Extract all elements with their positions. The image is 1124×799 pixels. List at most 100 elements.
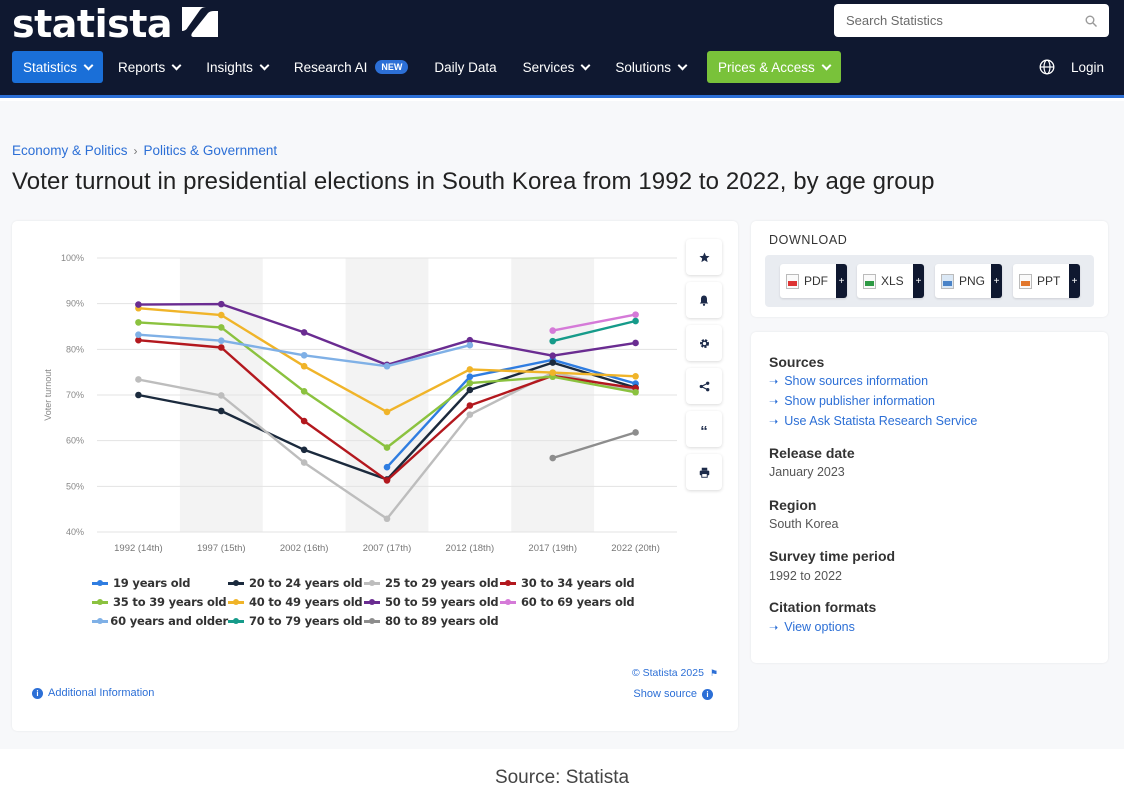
show-sources-link[interactable]: ➝ Show sources information	[769, 374, 928, 388]
print-icon	[699, 467, 709, 478]
data-point-20-to-24-years-old	[549, 359, 557, 366]
show-source-link[interactable]: Show source i	[633, 688, 718, 700]
download-png-button[interactable]: PNG +	[935, 264, 1002, 298]
legend-marker	[228, 578, 244, 588]
show-publisher-link[interactable]: ➝ Show publisher information	[769, 394, 935, 408]
nav-insights[interactable]: Insights	[195, 51, 279, 83]
login-link[interactable]: Login	[1070, 59, 1104, 75]
legend-label: 60 years and older	[110, 614, 228, 628]
show-sources-text: Show sources information	[784, 374, 929, 388]
legend-item-19-years-old[interactable]: 19 years old	[92, 576, 228, 590]
y-tick-label: 70%	[66, 390, 84, 400]
statista-logo[interactable]: statista	[12, 2, 219, 46]
data-point-40-to-49-years-old	[549, 369, 557, 376]
new-badge: NEW	[375, 60, 409, 74]
series-line-80-to-89-years-old	[552, 431, 636, 460]
download-xls-button[interactable]: XLS +	[857, 264, 924, 298]
data-point-40-to-49-years-old	[217, 311, 225, 319]
region-heading: Region	[769, 497, 817, 513]
citation-formats-heading: Citation formats	[769, 599, 877, 615]
png-file-icon	[941, 273, 954, 289]
nav-statistics-label: Statistics	[23, 59, 78, 75]
data-point-19-years-old	[466, 373, 474, 381]
nav-statistics[interactable]: Statistics	[12, 51, 104, 83]
data-point-30-to-34-years-old	[466, 402, 474, 409]
legend-item-80-to-89-years-old[interactable]: 80 to 89 years old	[364, 614, 500, 628]
legend-item-50-to-59-years-old[interactable]: 50 to 59 years old	[364, 595, 500, 609]
plus-icon: +	[991, 264, 1002, 298]
legend-marker	[92, 578, 108, 588]
breadcrumb-politics-government[interactable]: Politics & Government	[143, 143, 278, 158]
data-point-80-to-89-years-old	[632, 429, 639, 436]
cite-button[interactable]: “	[686, 411, 722, 447]
legend-item-20-to-24-years-old[interactable]: 20 to 24 years old	[228, 576, 364, 590]
search-icon[interactable]	[1085, 15, 1097, 27]
legend-label: 20 to 24 years old	[249, 576, 363, 590]
search-input[interactable]	[846, 13, 1085, 28]
statista-copyright[interactable]: © Statista 2025 ⚑	[632, 667, 718, 679]
notification-button[interactable]	[686, 282, 722, 318]
chevron-down-icon	[821, 60, 832, 70]
download-pdf-button[interactable]: PDF +	[780, 264, 847, 298]
data-point-25-to-29-years-old	[383, 515, 391, 523]
legend-item-60-years-and-older[interactable]: 60 years and older	[92, 614, 228, 628]
data-point-20-to-24-years-old	[466, 386, 474, 394]
data-point-50-to-59-years-old	[632, 339, 639, 347]
nav-daily-data-label: Daily Data	[434, 59, 497, 75]
flag-icon: ⚑	[709, 667, 718, 678]
download-card: DOWNLOAD PDF + XLS + PNG + PPT +	[751, 221, 1108, 317]
release-date-heading: Release date	[769, 445, 855, 461]
globe-icon[interactable]	[1039, 59, 1055, 75]
y-tick-label: 100%	[61, 253, 84, 263]
data-point-40-to-49-years-old	[466, 366, 474, 373]
data-point-60-years-and-older	[383, 362, 391, 370]
breadcrumb-economy-politics[interactable]: Economy & Politics	[12, 143, 128, 158]
data-point-35-to-39-years-old	[217, 324, 225, 331]
legend-item-40-to-49-years-old[interactable]: 40 to 49 years old	[228, 595, 364, 609]
share-button[interactable]	[686, 368, 722, 404]
x-tick-label: 2022 (20th)	[611, 543, 660, 554]
data-point-50-to-59-years-old	[217, 300, 225, 308]
nav-services[interactable]: Services	[512, 51, 601, 83]
legend-item-60-to-69-years-old[interactable]: 60 to 69 years old	[500, 595, 636, 609]
y-tick-label: 60%	[66, 436, 84, 446]
page-title: Voter turnout in presidential elections …	[12, 168, 935, 195]
view-options-link[interactable]: ➝ View options	[769, 620, 855, 634]
legend-item-30-to-34-years-old[interactable]: 30 to 34 years old	[500, 576, 636, 590]
chevron-down-icon	[677, 60, 688, 70]
favorite-button[interactable]	[686, 239, 722, 275]
download-ppt-button[interactable]: PPT +	[1013, 264, 1080, 298]
nav-research-ai[interactable]: Research AI NEW	[283, 51, 420, 83]
chart-toolbar: “	[686, 239, 722, 497]
data-point-50-to-59-years-old	[300, 329, 308, 336]
nav-reports[interactable]: Reports	[107, 51, 191, 83]
sources-heading: Sources	[769, 354, 825, 370]
breadcrumb: Economy & Politics › Politics & Governme…	[12, 143, 277, 158]
nav-prices-access[interactable]: Prices & Access	[706, 51, 841, 83]
copyright-text: © Statista 2025	[631, 667, 704, 679]
ask-statista-link[interactable]: ➝ Use Ask Statista Research Service	[769, 414, 977, 428]
data-point-35-to-39-years-old	[300, 388, 308, 395]
legend-item-70-to-79-years-old[interactable]: 70 to 79 years old	[228, 614, 364, 628]
nav-daily-data[interactable]: Daily Data	[423, 51, 507, 83]
additional-information-link[interactable]: i Additional Information	[32, 687, 154, 699]
search-box[interactable]	[834, 4, 1109, 37]
legend-marker	[500, 597, 516, 607]
plus-icon: +	[836, 264, 847, 298]
print-button[interactable]	[686, 454, 722, 490]
x-tick-label: 1992 (14th)	[114, 543, 163, 554]
info-icon: i	[702, 688, 713, 700]
x-tick-label: 1997 (15th)	[197, 543, 246, 554]
nav-solutions[interactable]: Solutions	[604, 51, 697, 83]
settings-button[interactable]	[686, 325, 722, 361]
y-tick-label: 50%	[66, 481, 84, 491]
legend-label: 40 to 49 years old	[249, 595, 363, 609]
legend-label: 50 to 59 years old	[385, 595, 499, 609]
legend-item-25-to-29-years-old[interactable]: 25 to 29 years old	[364, 576, 500, 590]
legend-item-35-to-39-years-old[interactable]: 35 to 39 years old	[92, 595, 228, 609]
gear-icon	[699, 338, 709, 348]
plus-icon: +	[1069, 264, 1080, 298]
line-chart: 40% 50% 60% 70% 80% 90% 100% 1992 (14th) 1997 (1…	[43, 253, 677, 554]
statistic-info-card: Sources ➝ Show sources information ➝ Show …	[751, 332, 1108, 663]
data-point-50-to-59-years-old	[549, 352, 557, 360]
